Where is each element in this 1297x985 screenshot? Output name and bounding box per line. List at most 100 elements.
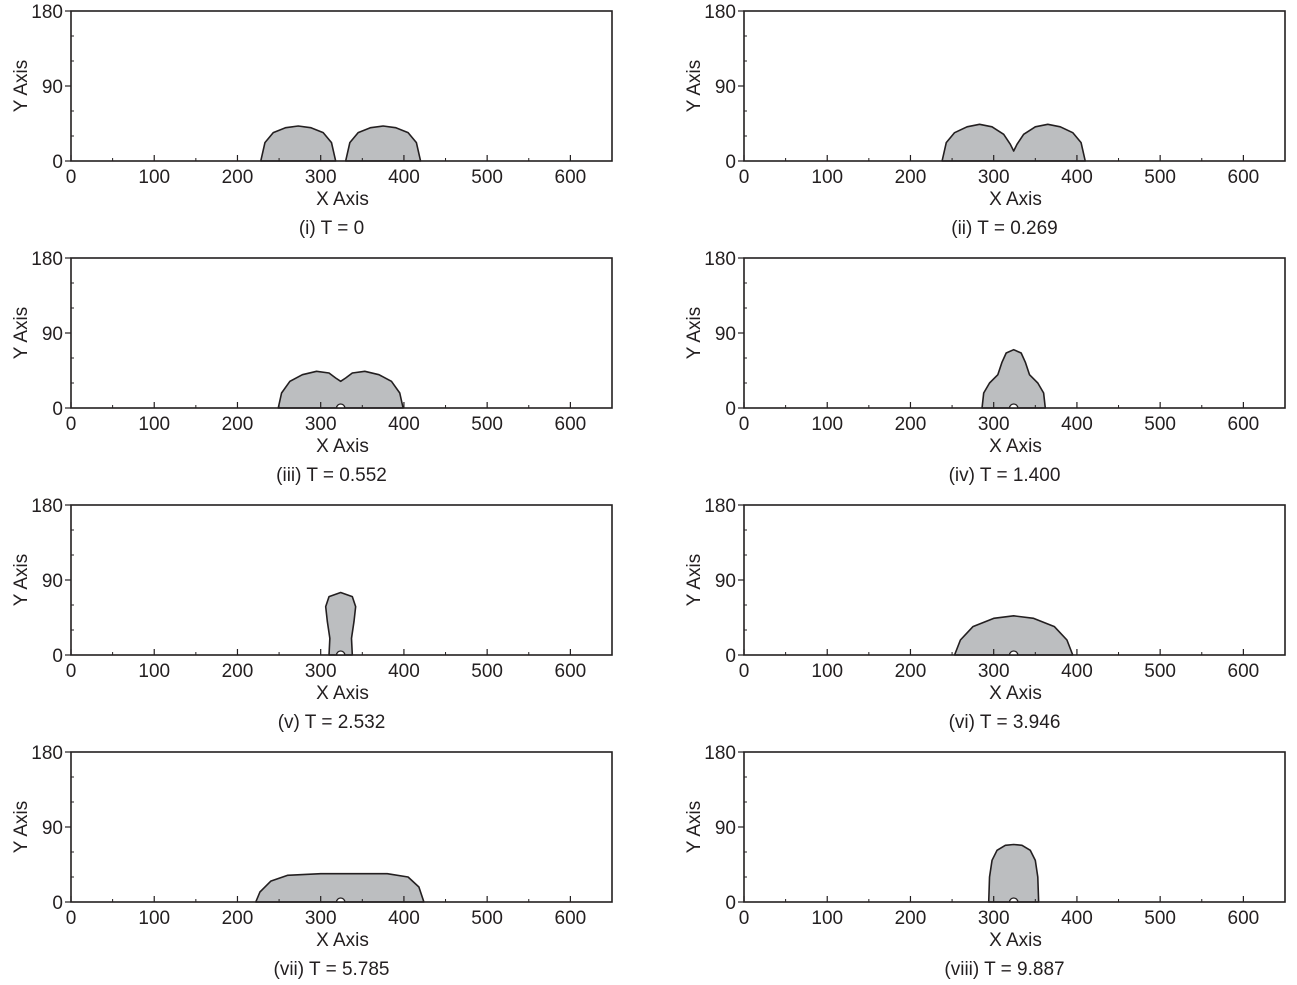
inlet-marker	[1008, 650, 1019, 656]
inlet-marker	[335, 650, 346, 656]
x-tick-label: 500	[1144, 908, 1176, 929]
inlet-marker	[335, 403, 346, 409]
x-tick-label: 600	[1228, 661, 1260, 682]
y-tick-label: 180	[704, 249, 736, 270]
x-tick-label: 0	[66, 661, 77, 682]
x-tick-label: 0	[739, 414, 750, 435]
y-tick-label: 180	[31, 2, 63, 23]
inlet-marker	[1008, 403, 1019, 409]
x-tick-label: 200	[895, 908, 927, 929]
x-tick-label: 600	[1228, 167, 1260, 188]
chart-panel-5: 0 100 200 300 400 500 600 0 90 180 X Axis Y Axis (v)…	[11, 496, 613, 733]
droplet-1	[259, 125, 337, 162]
panel-caption: (viii) T = 9.887	[944, 959, 1064, 980]
y-tick-label: 0	[52, 646, 63, 667]
x-tick-label: 100	[138, 908, 170, 929]
y-tick-label: 90	[715, 571, 736, 592]
y-tick-label: 90	[715, 324, 736, 345]
x-tick-label: 300	[978, 661, 1010, 682]
x-tick-label: 500	[471, 167, 503, 188]
x-axis-label: X Axis	[316, 189, 369, 210]
x-axis-label: X Axis	[316, 930, 369, 951]
x-axis-label: X Axis	[989, 930, 1042, 951]
y-tick-label: 180	[704, 2, 736, 23]
panel-caption: (iii) T = 0.552	[276, 465, 387, 486]
x-tick-label: 200	[895, 167, 927, 188]
y-axis-label: Y Axis	[684, 554, 705, 606]
x-tick-label: 0	[739, 908, 750, 929]
y-tick-label: 0	[725, 399, 736, 420]
panel-caption: (vii) T = 5.785	[274, 959, 390, 980]
droplet-1	[941, 123, 1087, 162]
chart-panel-6: 0 100 200 300 400 500 600 0 90 180 X Axis Y Axis (vi…	[684, 496, 1286, 733]
x-tick-label: 400	[388, 661, 420, 682]
y-tick-label: 90	[42, 324, 63, 345]
droplet-1	[277, 370, 404, 409]
y-tick-label: 0	[725, 152, 736, 173]
x-tick-label: 100	[811, 167, 843, 188]
x-tick-label: 300	[305, 414, 337, 435]
x-tick-label: 0	[66, 908, 77, 929]
x-tick-label: 600	[1228, 414, 1260, 435]
chart-panel-8: 0 100 200 300 400 500 600 0 90 180 X Axis Y Axis (vi…	[684, 743, 1286, 980]
x-tick-label: 600	[1228, 908, 1260, 929]
x-tick-label: 300	[978, 414, 1010, 435]
panel-caption: (iv) T = 1.400	[949, 465, 1061, 486]
x-tick-label: 400	[388, 908, 420, 929]
x-tick-label: 300	[305, 908, 337, 929]
chart-panel-2: 0 100 200 300 400 500 600 0 90 180 X Axis Y Axis (ii…	[684, 2, 1286, 239]
y-tick-label: 90	[42, 818, 63, 839]
y-tick-label: 180	[31, 249, 63, 270]
y-axis-label: Y Axis	[684, 307, 705, 359]
droplet-1	[324, 591, 357, 656]
chart-panel-4: 0 100 200 300 400 500 600 0 90 180 X Axis Y Axis (iv…	[684, 249, 1286, 486]
x-tick-label: 400	[1061, 661, 1093, 682]
x-tick-label: 600	[555, 661, 587, 682]
y-axis-label: Y Axis	[11, 307, 32, 359]
x-tick-label: 0	[739, 661, 750, 682]
y-tick-label: 0	[52, 399, 63, 420]
droplet-1	[254, 872, 425, 903]
y-tick-label: 90	[715, 818, 736, 839]
plot-frame	[743, 10, 1286, 162]
x-axis-label: X Axis	[316, 436, 369, 457]
y-tick-label: 0	[52, 893, 63, 914]
panel-caption: (v) T = 2.532	[278, 712, 386, 733]
inlet-marker	[335, 897, 346, 903]
x-tick-label: 400	[388, 414, 420, 435]
x-tick-label: 0	[739, 167, 750, 188]
droplet-1	[981, 348, 1047, 409]
x-tick-label: 200	[895, 661, 927, 682]
y-tick-label: 180	[704, 496, 736, 517]
x-tick-label: 200	[222, 167, 254, 188]
chart-panel-1: 0 100 200 300 400 500 600 0 90 180 X Axis Y Axis (i)…	[11, 2, 613, 239]
panel-caption: (i) T = 0	[299, 218, 364, 239]
x-tick-label: 500	[1144, 661, 1176, 682]
y-tick-label: 180	[31, 496, 63, 517]
y-tick-label: 90	[42, 571, 63, 592]
x-tick-label: 500	[471, 661, 503, 682]
chart-panel-3: 0 100 200 300 400 500 600 0 90 180 X Axis Y Axis (ii…	[11, 249, 613, 486]
y-tick-label: 90	[42, 77, 63, 98]
x-tick-label: 300	[978, 167, 1010, 188]
x-tick-label: 100	[138, 661, 170, 682]
x-axis-label: X Axis	[989, 683, 1042, 704]
x-tick-label: 500	[471, 414, 503, 435]
x-axis-label: X Axis	[316, 683, 369, 704]
x-tick-label: 300	[978, 908, 1010, 929]
x-tick-label: 300	[305, 661, 337, 682]
x-tick-label: 100	[811, 414, 843, 435]
x-tick-label: 100	[811, 661, 843, 682]
y-tick-label: 180	[704, 743, 736, 764]
x-tick-label: 300	[305, 167, 337, 188]
y-axis-label: Y Axis	[684, 801, 705, 853]
droplet-1	[953, 615, 1074, 656]
x-tick-label: 400	[1061, 167, 1093, 188]
y-axis-label: Y Axis	[11, 60, 32, 112]
x-tick-label: 100	[138, 167, 170, 188]
x-tick-label: 200	[222, 414, 254, 435]
panel-caption: (ii) T = 0.269	[951, 218, 1058, 239]
x-tick-label: 500	[471, 908, 503, 929]
x-tick-label: 200	[222, 661, 254, 682]
